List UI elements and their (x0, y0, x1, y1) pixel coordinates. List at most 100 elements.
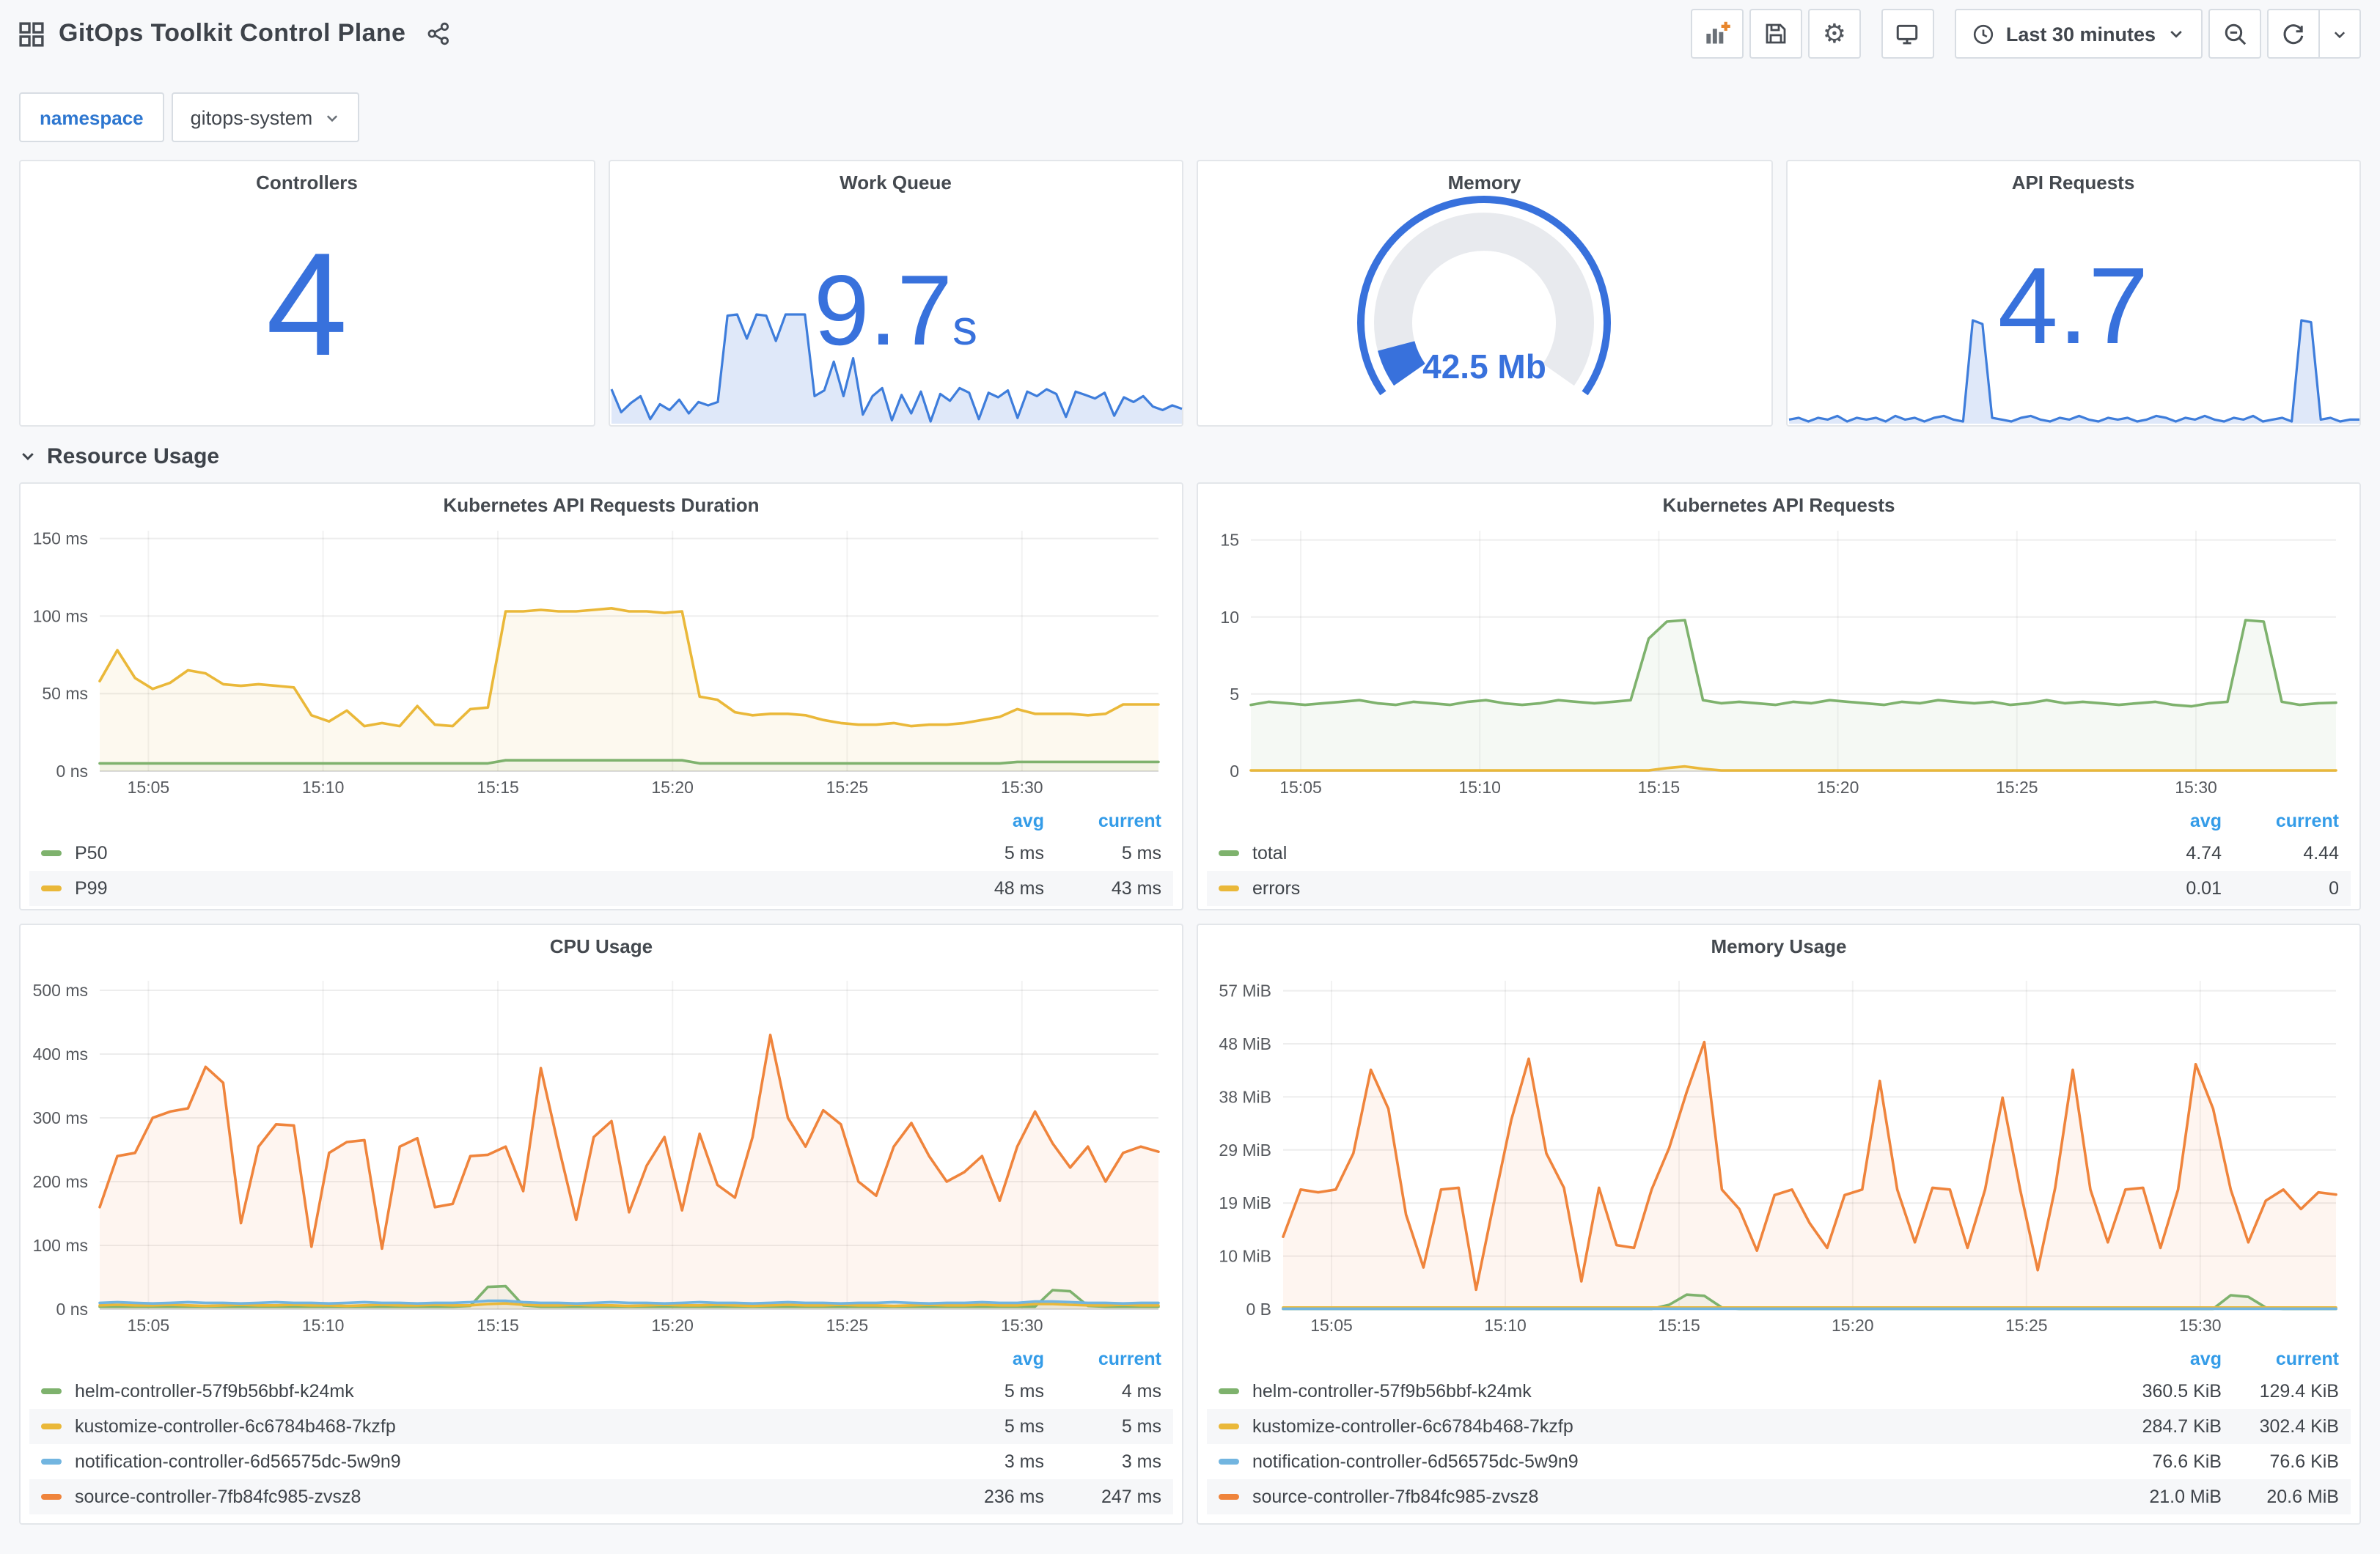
legend-row-source-controller-7fb84fc985-zvsz8[interactable]: source-controller-7fb84fc985-zvsz8 21.0 M… (1207, 1479, 2351, 1514)
row-resource-usage[interactable]: Resource Usage (19, 438, 2361, 474)
legend-series-name[interactable]: helm-controller-57f9b56bbf-k24mk (1252, 1381, 1532, 1402)
x-axis-label: 15:20 (651, 1316, 694, 1335)
legend-current-value: 3 ms (1121, 1451, 1161, 1472)
legend-row-kustomize-controller-6c6784b468-7kzfp[interactable]: kustomize-controller-6c6784b468-7kzfp 284… (1207, 1409, 2351, 1444)
legend-series-name[interactable]: notification-controller-6d56575dc-5w9n9 (75, 1451, 401, 1472)
refresh-interval-dropdown[interactable] (2320, 9, 2361, 59)
x-axis-label: 15:05 (1310, 1316, 1353, 1335)
y-axis-label: 5 (1230, 685, 1239, 704)
x-axis-label: 15:10 (1484, 1316, 1527, 1335)
panel-title[interactable]: Work Queue (840, 172, 952, 194)
series-color-swatch (41, 850, 62, 856)
panel-controllers: Controllers 4 (19, 160, 595, 427)
panel-title[interactable]: Controllers (256, 172, 358, 194)
legend-row-source-controller-7fb84fc985-zvsz8[interactable]: source-controller-7fb84fc985-zvsz8 236 ms… (29, 1479, 1173, 1514)
header-toolbar: ⚙ Last 30 minutes (1690, 9, 2361, 59)
cpu-usage-plot: 0 ns 100 ms 200 ms 300 ms 400 ms 500 ms 15:05 1… (23, 969, 1176, 1338)
legend-row-P99[interactable]: P99 48 ms 43 ms (29, 871, 1173, 906)
x-axis-label: 15:10 (302, 1316, 345, 1335)
variable-namespace-label: namespace (19, 92, 164, 142)
variable-namespace-select[interactable]: gitops-system (171, 92, 360, 142)
legend-row-helm-controller-57f9b56bbf-k24mk[interactable]: helm-controller-57f9b56bbf-k24mk 5 ms 4 ms (29, 1374, 1173, 1409)
legend-row-P50[interactable]: P50 5 ms 5 ms (29, 836, 1173, 871)
series-color-swatch (41, 1424, 62, 1429)
y-axis-label: 19 MiB (1219, 1193, 1271, 1212)
legend-avg-value: 3 ms (1004, 1451, 1044, 1472)
x-axis-label: 15:30 (1001, 1316, 1043, 1335)
legend-col-avg[interactable]: avg (1012, 811, 1044, 831)
series-color-swatch (1219, 1388, 1239, 1394)
y-axis-label: 100 ms (33, 606, 88, 625)
y-axis-label: 48 MiB (1219, 1034, 1271, 1053)
save-dashboard-button[interactable] (1749, 9, 1802, 59)
legend-series-name[interactable]: total (1252, 843, 1288, 863)
x-axis-label: 15:20 (1832, 1316, 1874, 1335)
legend-series-name[interactable]: source-controller-7fb84fc985-zvsz8 (1252, 1487, 1539, 1507)
panel-memory-usage: Memory Usage 0 B 10 MiB 19 MiB 29 MiB 38 MiB… (1197, 924, 2361, 1525)
legend-series-name[interactable]: kustomize-controller-6c6784b468-7kzfp (1252, 1416, 1573, 1437)
x-axis-label: 15:15 (1638, 778, 1681, 797)
chart-row-1: Kubernetes API Requests Duration 0 ns 50 … (19, 482, 2361, 910)
panel-title[interactable]: Kubernetes API Requests Duration (443, 494, 760, 516)
legend-row-notification-controller-6d56575dc-5w9n9[interactable]: notification-controller-6d56575dc-5w9n9 3… (29, 1444, 1173, 1479)
apps-grid-icon[interactable] (19, 21, 44, 46)
y-axis-label: 150 ms (33, 529, 88, 548)
x-axis-label: 15:25 (826, 778, 869, 797)
legend-col-avg[interactable]: avg (2189, 811, 2222, 831)
legend-current-value: 4 ms (1121, 1381, 1161, 1402)
series-color-swatch (1219, 1494, 1239, 1500)
legend-col-avg[interactable]: avg (1012, 1349, 1044, 1369)
dashboard-header: GitOps Toolkit Control Plane (0, 0, 2380, 67)
y-axis-label: 0 (1230, 762, 1239, 781)
legend-series-name[interactable]: notification-controller-6d56575dc-5w9n9 (1252, 1451, 1579, 1472)
legend-series-name[interactable]: source-controller-7fb84fc985-zvsz8 (75, 1487, 361, 1507)
panel-title[interactable]: Memory (1447, 172, 1521, 194)
panel-title[interactable]: Memory Usage (1711, 935, 1847, 957)
legend-row-notification-controller-6d56575dc-5w9n9[interactable]: notification-controller-6d56575dc-5w9n9 7… (1207, 1444, 2351, 1479)
panel-k8s-api-requests-duration: Kubernetes API Requests Duration 0 ns 50 … (19, 482, 1183, 910)
legend-series-name[interactable]: P99 (75, 878, 108, 899)
legend-avg-value: 21.0 MiB (2149, 1487, 2222, 1507)
legend-row-total[interactable]: total 4.74 4.44 (1207, 836, 2351, 871)
refresh-button[interactable] (2267, 9, 2320, 59)
dashboard-settings-button[interactable]: ⚙ (1807, 9, 1861, 59)
panel-title[interactable]: CPU Usage (549, 935, 653, 957)
legend-row-kustomize-controller-6c6784b468-7kzfp[interactable]: kustomize-controller-6c6784b468-7kzfp 5 m… (29, 1409, 1173, 1444)
legend-series-name[interactable]: errors (1252, 878, 1301, 899)
time-range-label: Last 30 minutes (2005, 23, 2156, 45)
legend-col-current[interactable]: current (1098, 811, 1161, 831)
panel-title[interactable]: Kubernetes API Requests (1662, 494, 1895, 516)
panel-title[interactable]: API Requests (2011, 172, 2135, 194)
legend-col-avg[interactable]: avg (2189, 1349, 2222, 1369)
legend-col-current[interactable]: current (2275, 811, 2339, 831)
clock-icon (1972, 23, 1994, 45)
legend-series-name[interactable]: kustomize-controller-6c6784b468-7kzfp (75, 1416, 396, 1437)
legend-series-name[interactable]: P50 (75, 843, 108, 863)
legend-avg-value: 236 ms (984, 1487, 1044, 1507)
tv-mode-button[interactable] (1881, 9, 1934, 59)
x-axis-label: 15:25 (826, 1316, 869, 1335)
legend-avg-value: 48 ms (993, 878, 1044, 899)
y-axis-label: 10 (1220, 608, 1239, 627)
memory-gauge (1198, 196, 1771, 419)
legend-col-current[interactable]: current (2275, 1349, 2339, 1369)
series-color-swatch (41, 1494, 62, 1500)
legend-row-errors[interactable]: errors 0.01 0 (1207, 871, 2351, 906)
share-alt-icon[interactable] (426, 22, 449, 45)
x-axis-label: 15:10 (302, 778, 345, 797)
add-panel-button[interactable] (1690, 9, 1744, 59)
legend-row-helm-controller-57f9b56bbf-k24mk[interactable]: helm-controller-57f9b56bbf-k24mk 360.5 Ki… (1207, 1374, 2351, 1409)
y-axis-label: 0 B (1246, 1300, 1271, 1319)
legend-header: avg current (1207, 1344, 2351, 1374)
time-range-picker[interactable]: Last 30 minutes (1954, 9, 2203, 59)
legend-avg-value: 360.5 KiB (2142, 1381, 2222, 1402)
x-axis-label: 15:15 (1658, 1316, 1700, 1335)
y-axis-label: 300 ms (33, 1108, 88, 1127)
legend-series-name[interactable]: helm-controller-57f9b56bbf-k24mk (75, 1381, 354, 1402)
legend-avg-value: 5 ms (1004, 1381, 1044, 1402)
zoom-out-button[interactable] (2208, 9, 2261, 59)
y-axis-label: 200 ms (33, 1172, 88, 1191)
legend-col-current[interactable]: current (1098, 1349, 1161, 1369)
legend-current-value: 247 ms (1101, 1487, 1161, 1507)
